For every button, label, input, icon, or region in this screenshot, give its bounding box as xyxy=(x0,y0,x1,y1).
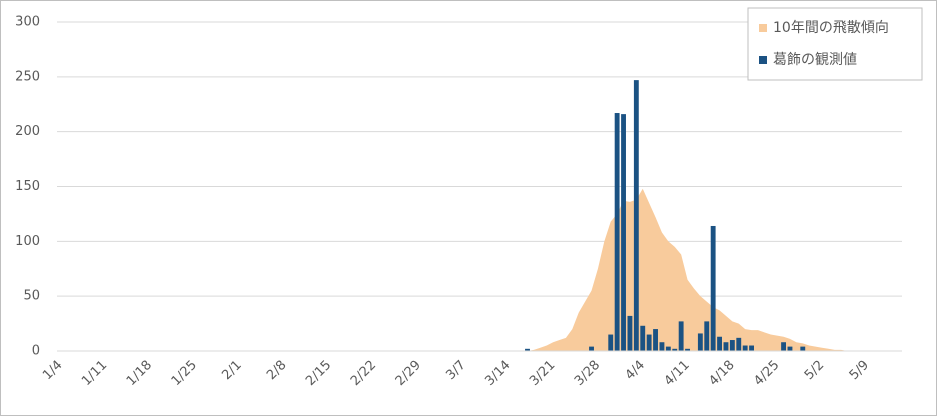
bar xyxy=(704,321,710,351)
bar xyxy=(685,348,690,351)
bar xyxy=(589,346,594,351)
bar xyxy=(717,336,722,351)
bar xyxy=(749,345,754,351)
y-tick-label: 150 xyxy=(15,179,40,194)
bar xyxy=(640,325,646,351)
y-tick-label: 200 xyxy=(15,124,40,139)
bar xyxy=(614,113,620,351)
area xyxy=(60,188,899,351)
legend-swatch xyxy=(759,56,767,64)
bar xyxy=(633,80,639,351)
bar xyxy=(723,342,729,351)
legend-box xyxy=(747,7,923,81)
bar xyxy=(608,334,614,351)
y-tick-label: 50 xyxy=(23,289,40,304)
bar xyxy=(697,333,703,351)
bar xyxy=(653,329,658,351)
bar xyxy=(646,334,652,351)
y-tick-label: 0 xyxy=(32,344,40,359)
legend-swatch xyxy=(759,24,767,32)
bar xyxy=(621,114,626,352)
y-tick-label: 250 xyxy=(15,69,40,84)
bar xyxy=(627,315,633,351)
legend-label: 葛飾の観測値 xyxy=(773,51,857,68)
bar xyxy=(678,321,684,351)
bar xyxy=(787,346,793,351)
bar xyxy=(729,340,735,351)
bar xyxy=(665,346,671,351)
bar xyxy=(672,348,678,351)
bar xyxy=(659,342,665,351)
bar xyxy=(742,345,748,351)
bar xyxy=(525,348,530,351)
bar xyxy=(736,337,742,351)
y-tick-label: 300 xyxy=(15,15,40,30)
bar xyxy=(800,346,806,351)
y-tick-label: 100 xyxy=(15,234,40,249)
bar xyxy=(710,225,716,351)
bar xyxy=(781,342,787,351)
legend-label: 10年間の飛散傾向 xyxy=(773,20,889,36)
